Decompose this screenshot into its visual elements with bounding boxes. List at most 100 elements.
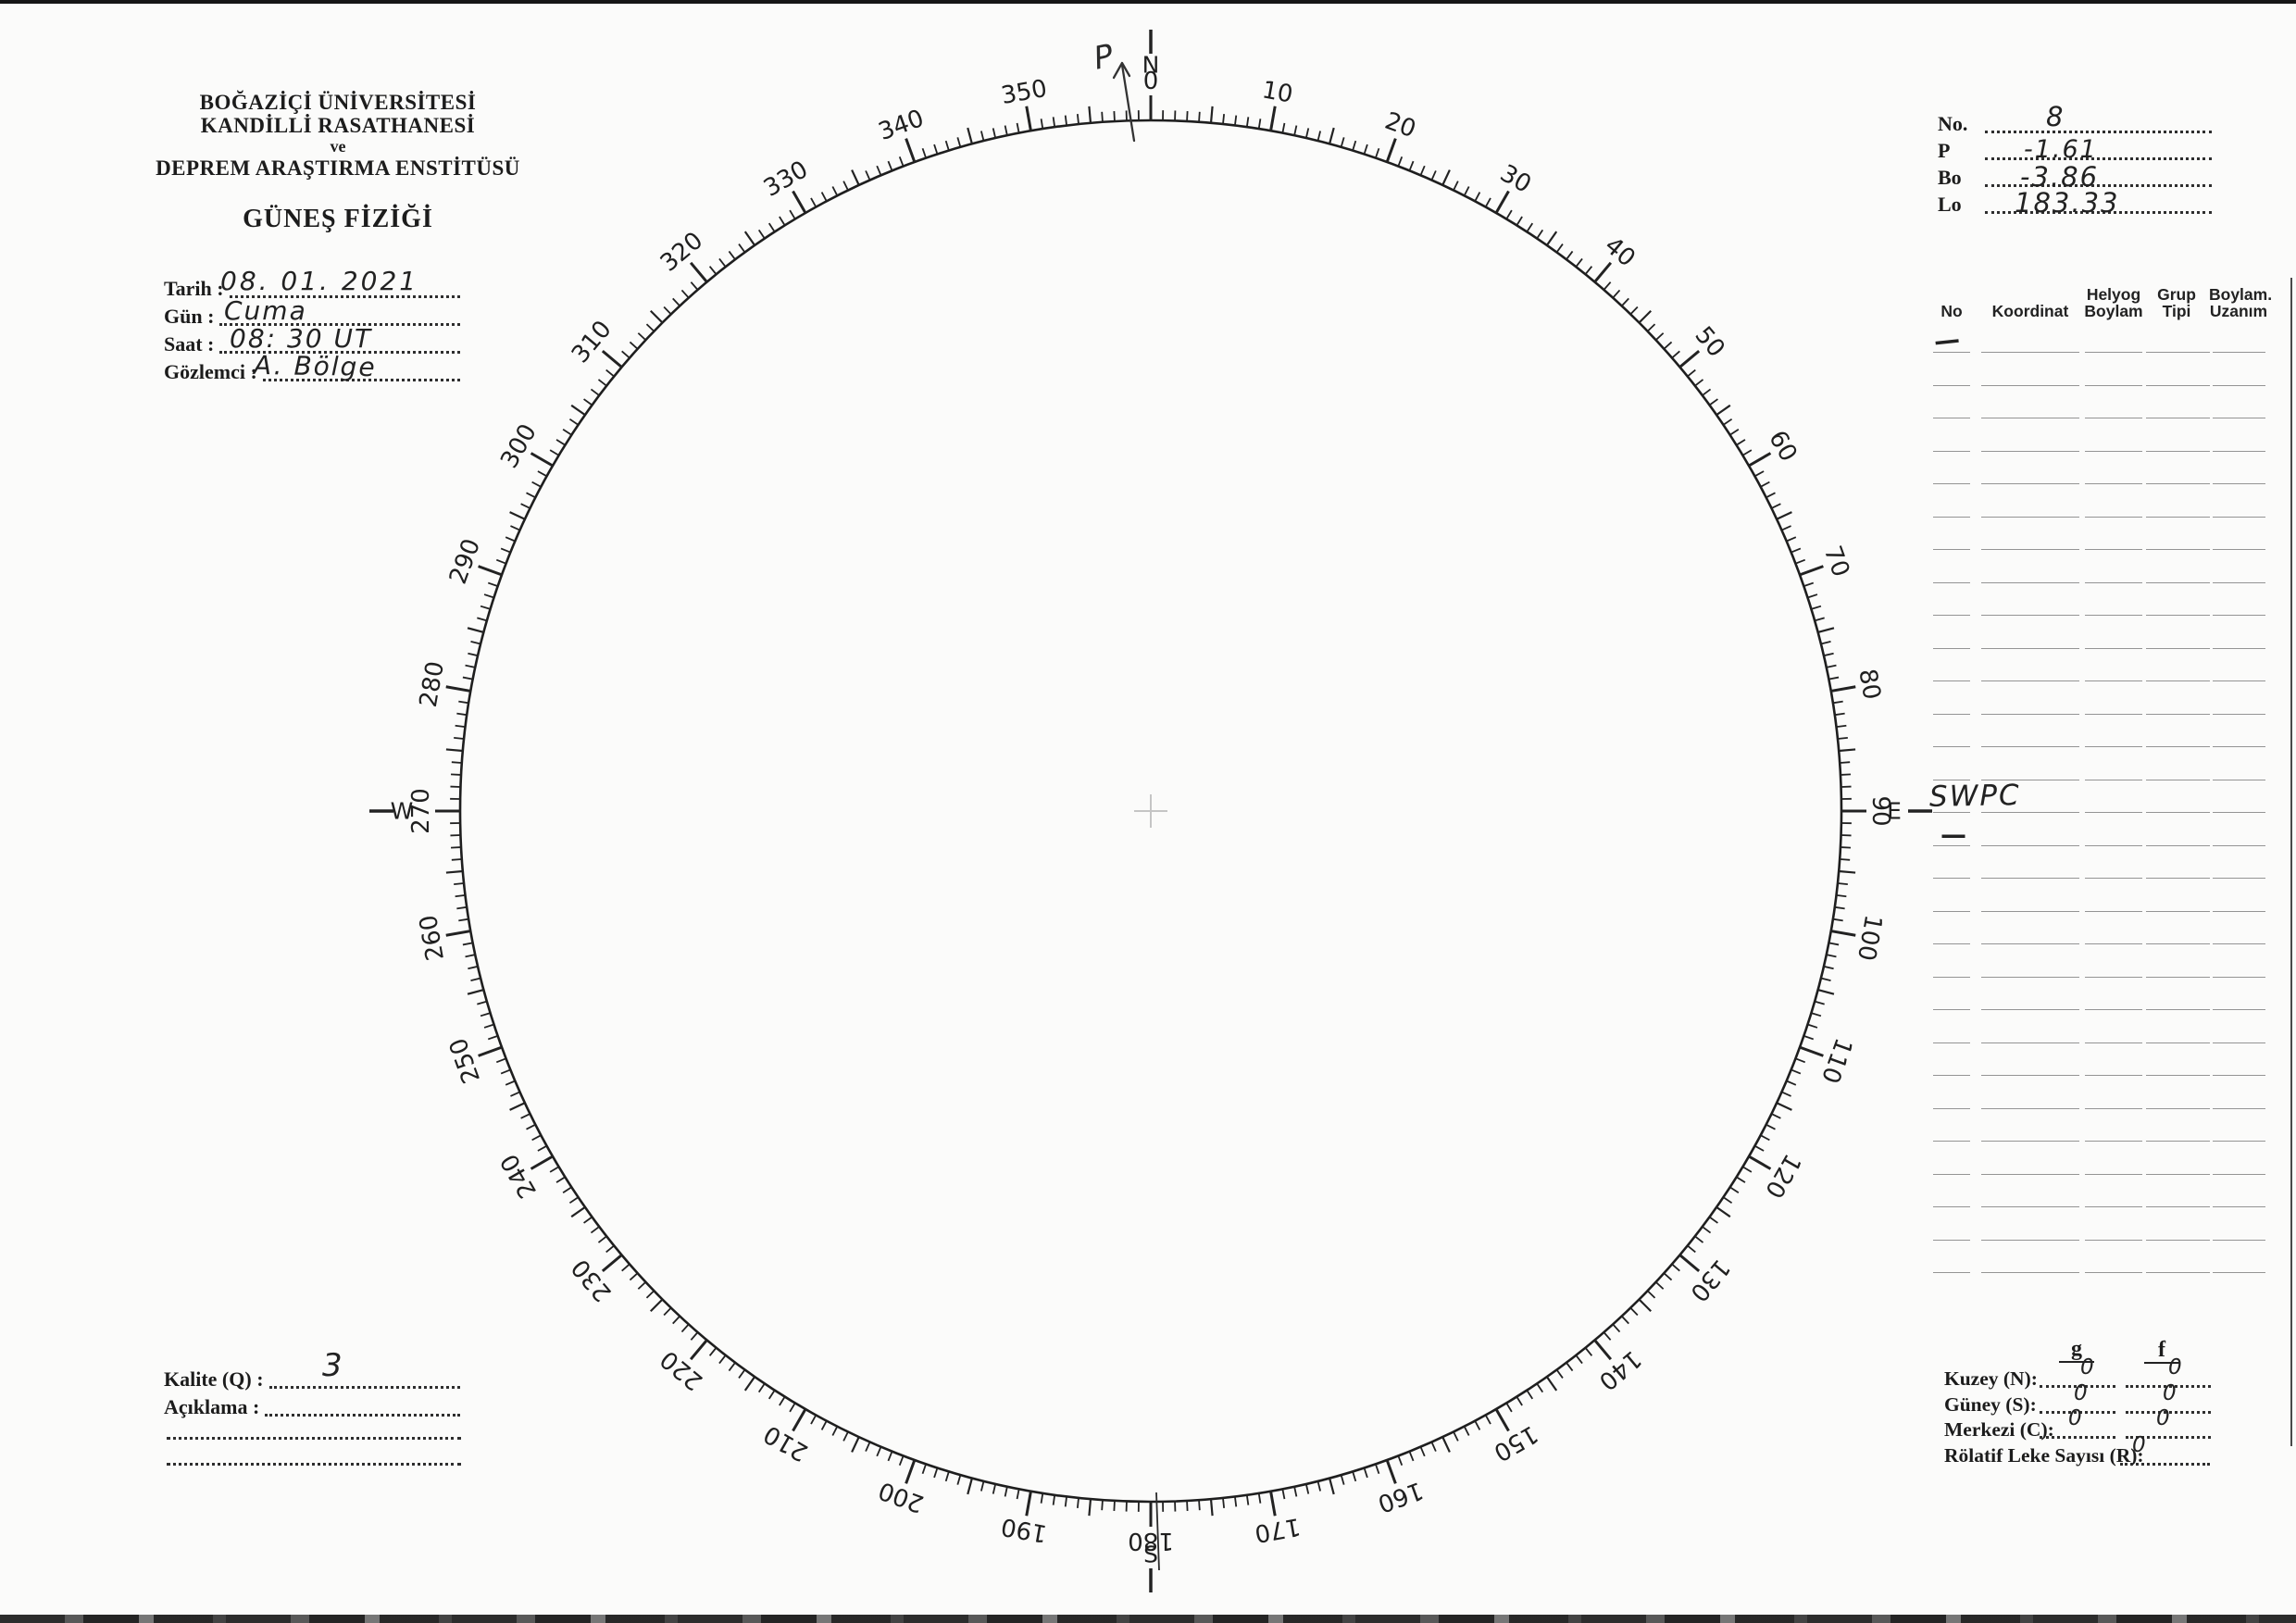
dial-tick (1397, 1455, 1404, 1467)
dial-tick (590, 388, 600, 396)
table-row-line (1981, 1107, 2079, 1109)
form-title: GÜNEŞ FİZİĞİ (243, 205, 433, 233)
dial-tick (1817, 627, 1835, 633)
dial-tick (458, 918, 469, 922)
dial-tick (1186, 110, 1189, 122)
scan-edge-top (0, 0, 2296, 4)
table-row-line (1933, 976, 1970, 978)
table-row-line (1981, 483, 2079, 484)
dial-tick (1729, 428, 1740, 436)
table-row-line (1981, 812, 2079, 813)
dial-tick (1786, 536, 1797, 543)
handwritten-guney-g: 0 (2074, 1381, 2088, 1405)
dial-tick (1340, 1474, 1345, 1485)
dial-tick (1430, 170, 1437, 181)
dial-tick (1687, 368, 1696, 378)
dial-tick (555, 439, 566, 446)
field-tarih: Tarih : (164, 278, 460, 300)
dial-tick (1771, 1113, 1781, 1119)
dial-tick (1766, 492, 1776, 499)
table-row-line (2085, 581, 2142, 583)
handwritten-swpc-row-dash: — (1940, 819, 1966, 850)
institution-line1: BOĞAZİÇİ ÜNİVERSİTESİ (199, 91, 477, 114)
table-row-line (2213, 516, 2265, 518)
dial-degree-label-290: 290 (444, 535, 486, 588)
dial-tick (467, 989, 484, 995)
dial-tick (549, 1166, 560, 1173)
table-row-line (2085, 976, 2142, 978)
dial-tick (1245, 117, 1250, 128)
dial-tick (629, 1272, 639, 1281)
dial-tick (1076, 1497, 1079, 1508)
dial-tick (1839, 869, 1856, 874)
dial-tick (568, 418, 580, 426)
dial-degree-label-350: 350 (999, 75, 1049, 110)
dial-tick (1647, 1290, 1656, 1299)
dial-degree-label-120: 120 (1759, 1149, 1806, 1203)
dial-tick (1257, 1492, 1262, 1504)
dial-tick (483, 1023, 494, 1029)
dial-tick (1654, 1281, 1665, 1290)
dial-degree-label-50: 50 (1690, 321, 1730, 363)
dial-tick (1612, 1323, 1621, 1333)
dial-degree-label-330: 330 (759, 156, 813, 203)
dial-tick (526, 492, 536, 499)
lo-label: Lo (1938, 193, 1962, 216)
dial-tick (1807, 1023, 1818, 1029)
dial-degree-label-80: 80 (1853, 667, 1885, 702)
dial-degree-label-190: 190 (999, 1512, 1049, 1547)
table-row-line (1933, 812, 1970, 813)
dial-major-tick (1748, 1155, 1772, 1170)
dial-major-tick (1678, 1254, 1701, 1273)
dial-tick (458, 700, 469, 705)
dial-tick (1040, 119, 1044, 130)
table-row-line (2085, 1009, 2142, 1010)
table-row-line (2146, 746, 2210, 747)
dial-tick (510, 1091, 520, 1097)
dial-tick (718, 1355, 727, 1365)
table-row-line (1933, 1009, 1970, 1010)
table-row-line (1981, 878, 2079, 879)
institution-line2: KANDİLLİ RASATHANESİ (200, 114, 476, 137)
table-row-line (2213, 1206, 2265, 1207)
p-line (1985, 144, 2212, 160)
dial-tick (1702, 1226, 1712, 1234)
gun-line (219, 310, 460, 326)
dial-tick (1638, 309, 1653, 324)
dial-tick (810, 197, 817, 207)
dial-tick (1716, 404, 1731, 417)
dial-tick (520, 1113, 530, 1119)
dial-tick (510, 525, 520, 531)
table-row-line (2213, 483, 2265, 484)
table-row-line (1981, 680, 2079, 681)
dial-tick (451, 761, 462, 764)
dial-tick (1505, 209, 1513, 220)
dial-major-tick (601, 1254, 623, 1273)
dial-tick (1837, 736, 1848, 740)
handwritten-lo-value: 183.33 (2015, 187, 2120, 218)
table-row-line (2213, 1075, 2265, 1076)
dial-tick (767, 1390, 776, 1400)
dial-tick (1088, 1499, 1092, 1517)
dial-degree-label-30: 30 (1495, 159, 1536, 199)
dial-tick (1741, 449, 1753, 456)
table-row-line (1981, 647, 2079, 649)
tarih-label: Tarih : (164, 277, 224, 300)
table-row-line (2146, 450, 2210, 452)
dial-tick (1040, 1492, 1044, 1504)
table-row-line (2146, 516, 2210, 518)
table-row-line (2213, 647, 2265, 649)
dial-tick (562, 428, 572, 436)
table-row-line (2146, 1141, 2210, 1142)
dial-tick (509, 511, 526, 520)
scan-edge-bottom (0, 1615, 2296, 1623)
dial-tick (743, 1376, 756, 1392)
handwritten-p-value: -1.61 (2024, 135, 2098, 164)
dial-tick (1729, 1186, 1740, 1194)
dial-degree-label-0: 0 (1143, 68, 1159, 95)
dial-tick (1293, 125, 1298, 136)
table-row-line (2213, 943, 2265, 944)
dial-tick (526, 1123, 536, 1130)
dial-degree-label-230: 230 (567, 1254, 618, 1306)
dial-tick (454, 882, 465, 886)
